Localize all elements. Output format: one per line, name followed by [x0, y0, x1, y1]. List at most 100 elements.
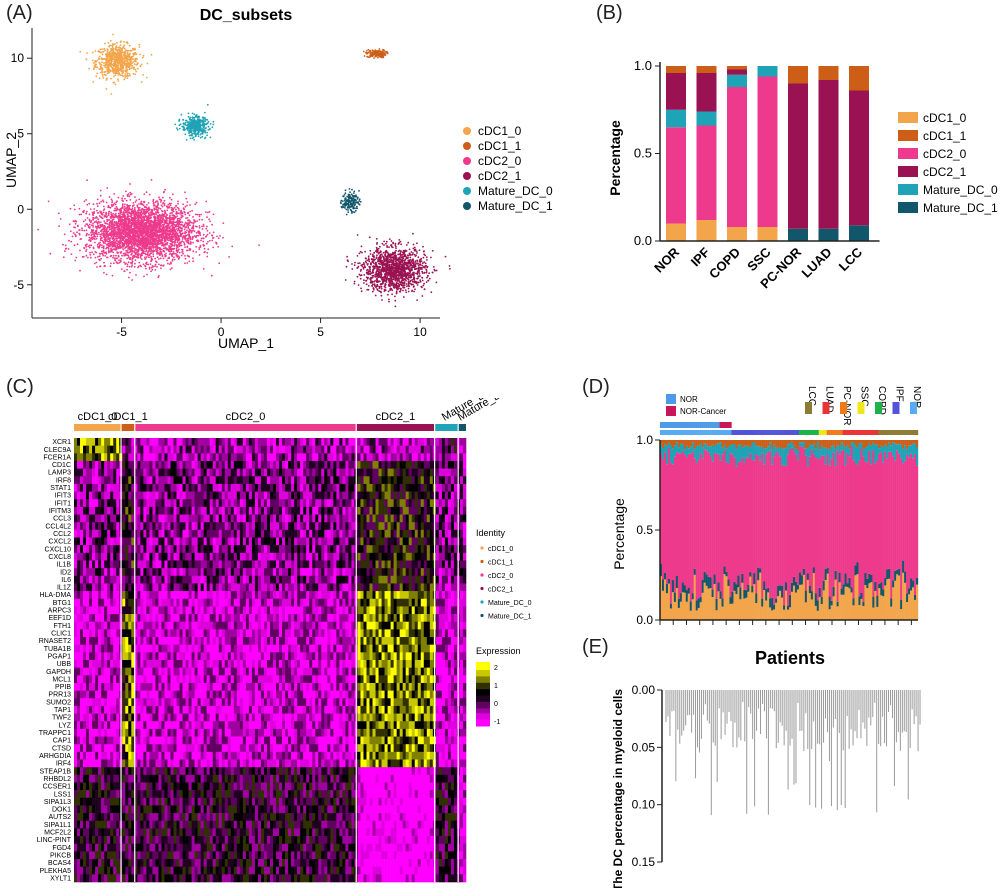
- umap-point: [141, 239, 144, 241]
- umap-point: [126, 257, 129, 260]
- umap-point: [121, 203, 124, 206]
- umap-point: [130, 226, 133, 228]
- umap-point: [87, 256, 89, 259]
- umap-point: [169, 212, 172, 215]
- umap-point: [366, 55, 369, 58]
- umap-point: [137, 67, 139, 70]
- umap-point: [147, 202, 150, 204]
- umap-point: [369, 49, 372, 52]
- umap-point: [189, 204, 191, 206]
- umap-point: [74, 219, 77, 222]
- umap-point: [133, 68, 135, 70]
- umap-point: [163, 226, 166, 229]
- umap-point: [133, 251, 136, 254]
- umap-point: [110, 254, 113, 257]
- umap-point: [85, 229, 88, 232]
- umap-point: [116, 262, 119, 265]
- umap-point: [68, 223, 71, 226]
- umap-point: [125, 262, 127, 265]
- umap-point: [143, 241, 146, 244]
- umap-point: [112, 81, 115, 84]
- umap-point: [119, 67, 122, 69]
- umap-point: [170, 198, 173, 201]
- umap-point: [170, 262, 172, 265]
- umap-point: [169, 268, 172, 271]
- umap-point: [205, 227, 208, 230]
- umap-point: [206, 255, 209, 258]
- umap-point: [129, 74, 131, 77]
- umap-point: [95, 75, 98, 78]
- umap-point: [379, 56, 382, 58]
- umap-point: [85, 254, 88, 257]
- umap-point: [114, 62, 116, 64]
- umap-point: [134, 214, 137, 216]
- umap-point: [123, 40, 125, 43]
- umap-point: [100, 213, 103, 216]
- umap-point: [126, 42, 129, 45]
- umap-point: [156, 266, 158, 268]
- umap-point: [131, 58, 134, 61]
- umap-point: [183, 210, 186, 213]
- umap-point: [178, 257, 180, 259]
- umap-point: [118, 235, 121, 238]
- umap-point: [119, 62, 122, 65]
- umap-point: [89, 240, 92, 243]
- umap-point: [120, 40, 122, 43]
- umap-point: [99, 226, 102, 228]
- umap-point: [175, 216, 177, 219]
- umap-point: [103, 48, 106, 50]
- umap-point: [181, 238, 184, 240]
- umap-point: [148, 256, 150, 259]
- umap-point: [143, 239, 146, 242]
- umap-cluster-cDC2_0: [37, 179, 260, 281]
- umap-point: [156, 240, 159, 243]
- umap-point: [108, 71, 111, 74]
- umap-point: [97, 218, 100, 221]
- umap-point: [84, 225, 86, 227]
- umap-point: [111, 240, 113, 243]
- umap-point: [150, 53, 153, 56]
- umap-point: [170, 217, 172, 220]
- umap-point: [135, 60, 137, 63]
- umap-point: [104, 222, 107, 225]
- umap-point: [107, 242, 110, 245]
- umap-point: [85, 58, 88, 61]
- umap-point: [118, 245, 121, 248]
- umap-point: [132, 52, 135, 55]
- umap-point: [176, 254, 178, 256]
- umap-point: [125, 223, 127, 225]
- panel-label-c: (C): [6, 376, 34, 398]
- umap-point: [173, 247, 176, 250]
- umap-point: [125, 49, 127, 51]
- umap-point: [384, 54, 387, 56]
- umap-point: [133, 210, 136, 212]
- umap-point: [113, 220, 116, 223]
- umap-point: [121, 254, 123, 257]
- umap-point: [94, 235, 97, 238]
- umap-point: [113, 58, 115, 61]
- umap-point: [114, 213, 116, 216]
- umap-point: [114, 58, 117, 60]
- umap-point: [159, 247, 162, 250]
- umap-point: [96, 59, 99, 62]
- umap-point: [138, 46, 141, 48]
- umap-point: [105, 211, 107, 214]
- umap-point: [83, 200, 86, 203]
- umap-point: [120, 239, 123, 242]
- umap-point: [134, 262, 136, 265]
- umap-point: [144, 256, 146, 259]
- umap-point: [181, 229, 183, 232]
- umap-point: [115, 235, 118, 237]
- umap-point: [96, 209, 98, 212]
- umap-point: [93, 262, 96, 265]
- umap-point: [149, 237, 152, 240]
- umap-point: [117, 80, 120, 82]
- umap-point: [159, 264, 162, 267]
- panel-label-d: (D): [582, 376, 610, 398]
- umap-point: [73, 244, 76, 247]
- umap-point: [113, 202, 116, 205]
- umap-point: [122, 252, 125, 255]
- umap-point: [131, 264, 134, 267]
- umap-point: [102, 247, 105, 250]
- umap-point: [93, 234, 96, 237]
